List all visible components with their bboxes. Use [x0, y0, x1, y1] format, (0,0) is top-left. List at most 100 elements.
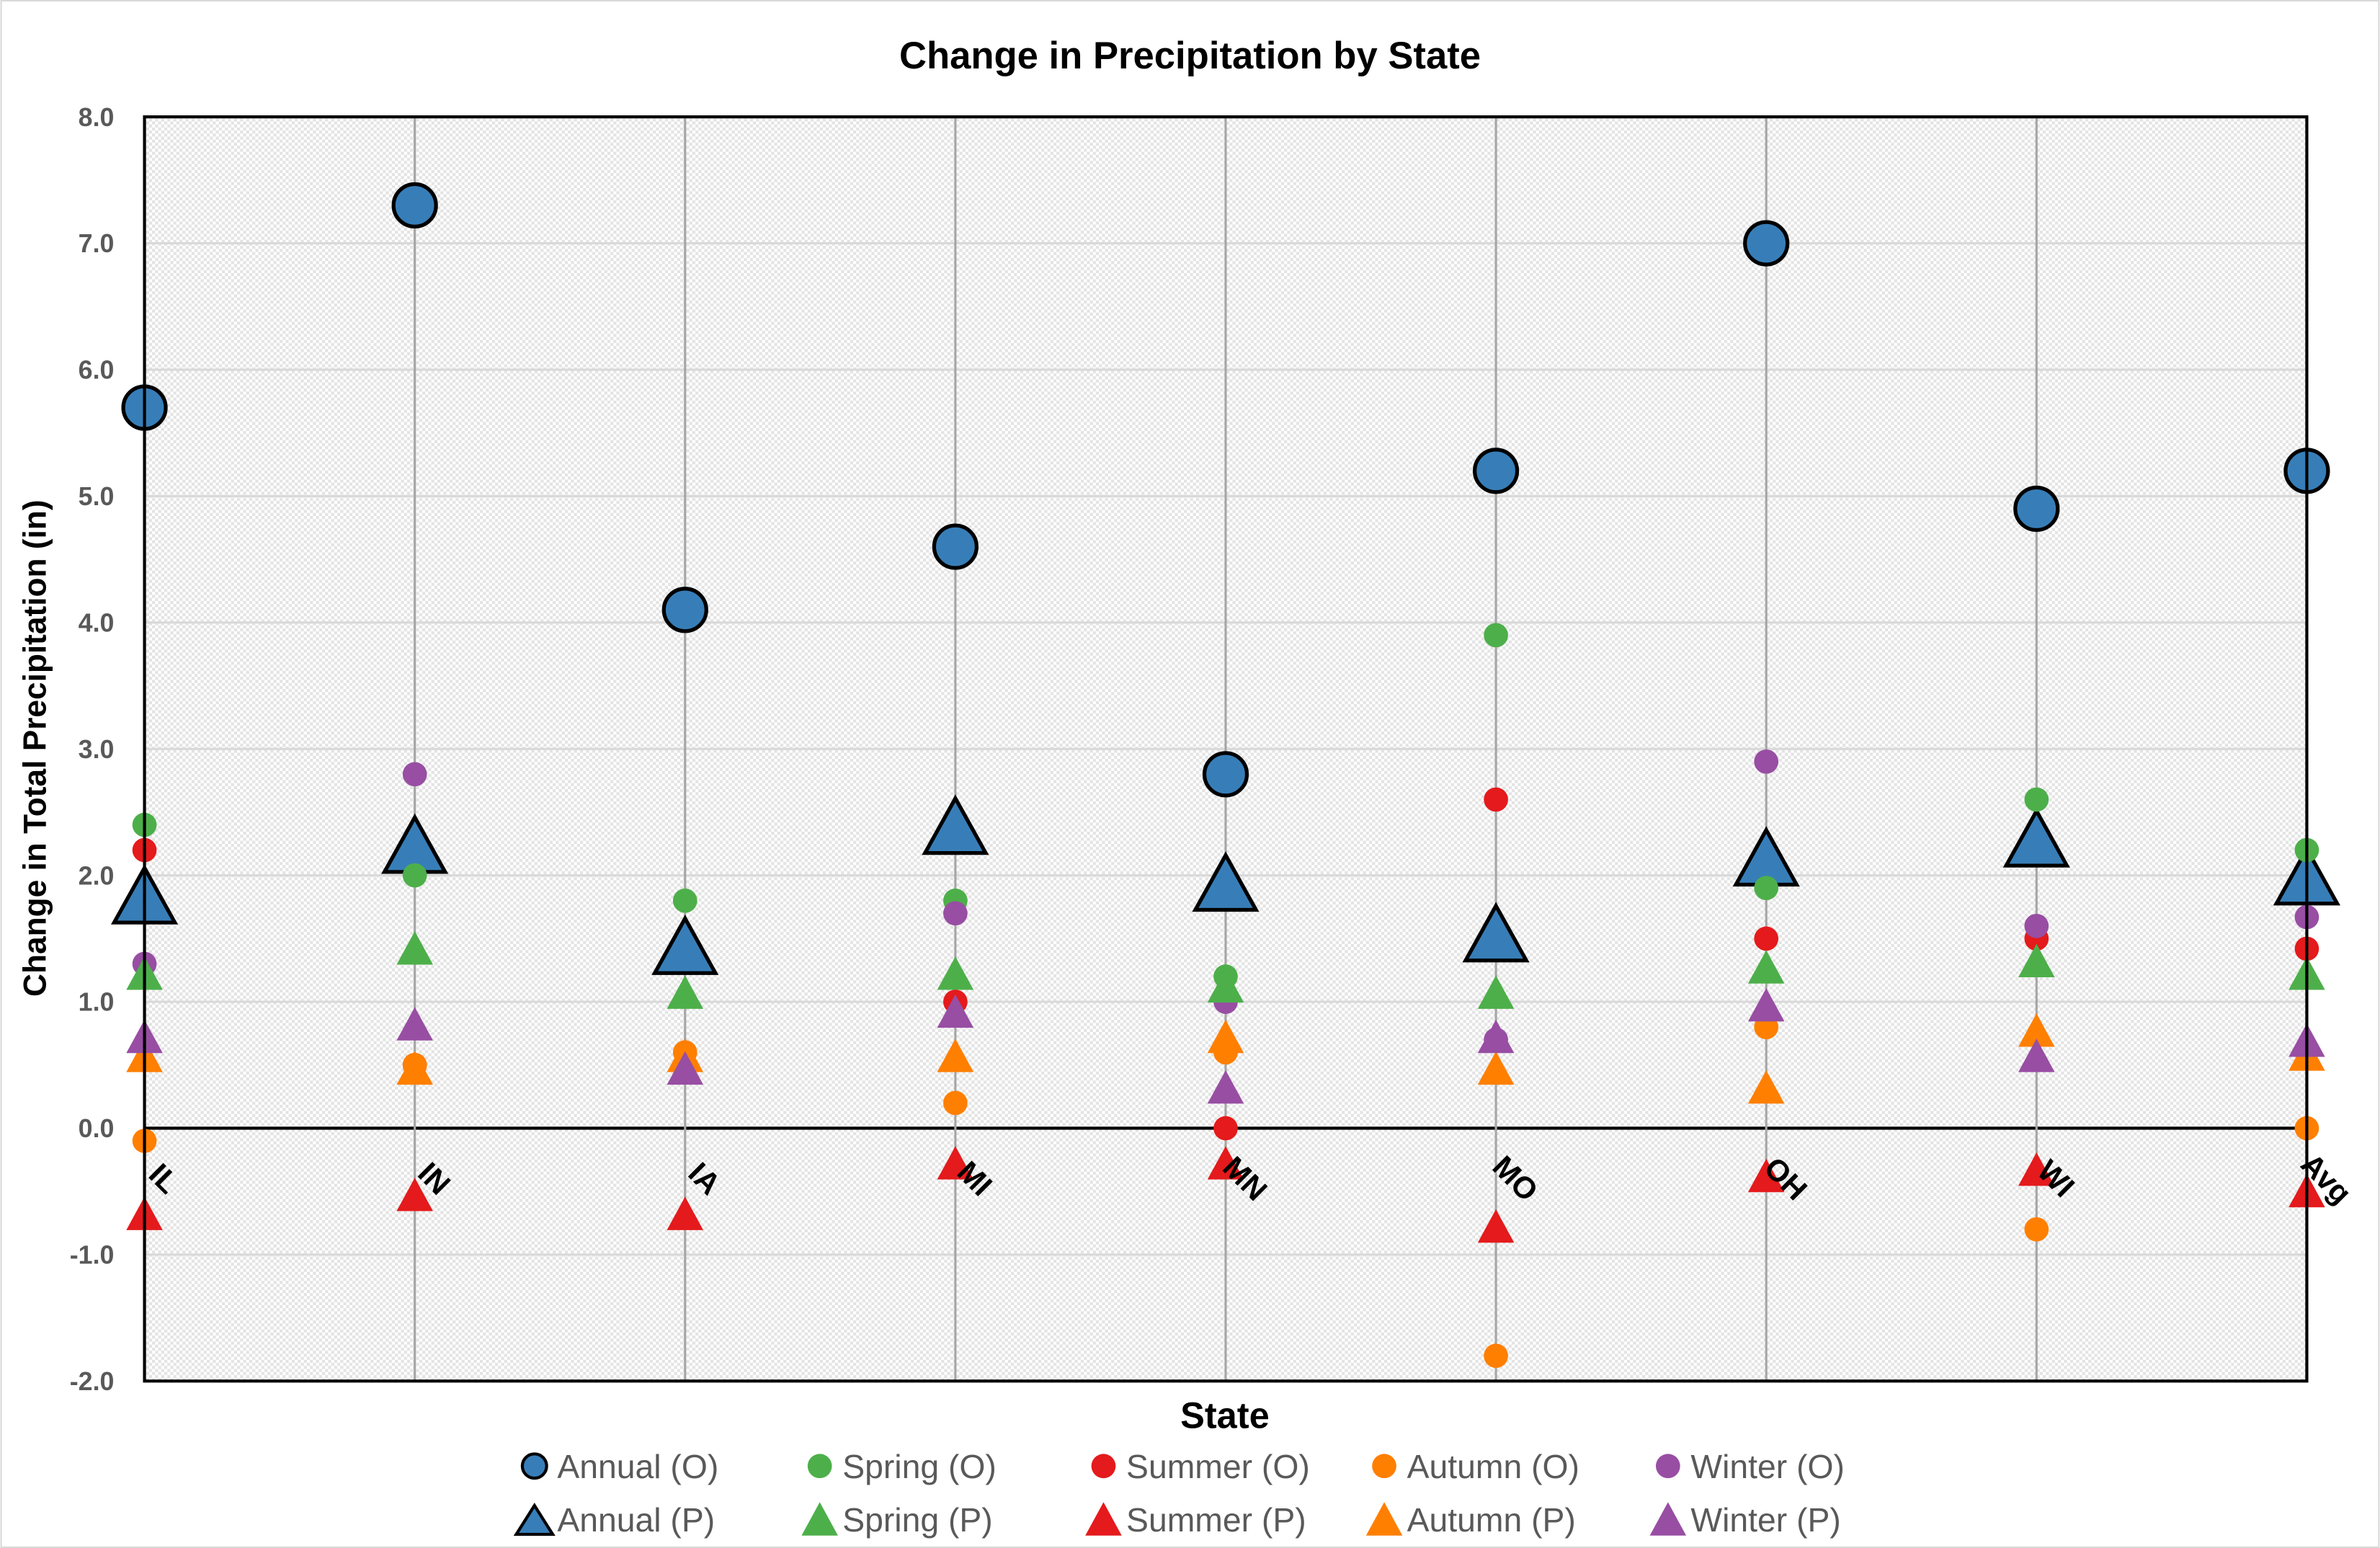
x-axis-label: State [1180, 1395, 1270, 1436]
y-tick-label: 6.0 [79, 356, 115, 385]
autumn-o-legend-marker [1372, 1454, 1396, 1479]
winter-p-point [1207, 1070, 1244, 1104]
spring-p-point [1747, 950, 1785, 984]
autumn-o-point [2024, 1217, 2049, 1242]
summer-p-point [937, 1146, 974, 1180]
spring-p-point [937, 956, 974, 990]
y-tick-label: 4.0 [79, 608, 115, 637]
annual-p-point [1462, 902, 1530, 963]
winter-p-point [937, 994, 974, 1028]
legend-item-annual-o: Annual (O) [520, 1448, 718, 1485]
legend-item-autumn-p: Autumn (P) [1365, 1501, 1576, 1539]
summer-o-point [1754, 926, 1779, 951]
legend-label: Autumn (O) [1407, 1448, 1579, 1485]
summer-p-point [396, 1178, 433, 1211]
legend-label: Autumn (P) [1407, 1501, 1576, 1539]
annual-o-legend-marker [520, 1452, 548, 1480]
spring-o-point [1484, 623, 1508, 648]
legend-item-spring-p: Spring (P) [801, 1501, 993, 1539]
y-tick-label: 0.0 [79, 1114, 115, 1143]
winter-o-point [1754, 749, 1779, 774]
autumn-p-point [1207, 1019, 1244, 1054]
y-tick-label: 5.0 [79, 482, 115, 511]
legend-item-summer-p: Summer (P) [1085, 1501, 1306, 1539]
spring-o-point [1754, 876, 1779, 901]
y-tick-label: 3.0 [79, 735, 115, 764]
winter-o-point [2024, 913, 2049, 938]
winter-p-point [667, 1051, 704, 1085]
legend-label: Winter (O) [1690, 1448, 1845, 1485]
plot-frame [143, 115, 2309, 1383]
legend-item-winter-p: Winter (P) [1649, 1501, 1841, 1539]
spring-p-point [1207, 969, 1244, 1003]
winter-o-point [943, 901, 968, 926]
legend-label: Winter (P) [1690, 1501, 1840, 1539]
y-tick-label: -1.0 [70, 1241, 115, 1270]
spring-p-point [667, 975, 704, 1009]
autumn-o-point [943, 1090, 968, 1116]
legend-label: Annual (O) [557, 1448, 718, 1485]
annual-o-point [932, 523, 979, 570]
autumn-p-point [1477, 1051, 1515, 1085]
legend-item-winter-o: Winter (O) [1656, 1448, 1845, 1485]
spring-p-legend-marker [801, 1502, 838, 1536]
winter-p-point [1747, 988, 1785, 1022]
autumn-p-point [937, 1038, 974, 1072]
summer-p-point [1747, 1158, 1785, 1193]
winter-p-point [2018, 1038, 2055, 1072]
legend-item-autumn-o: Autumn (O) [1372, 1448, 1579, 1485]
legend-item-annual-p: Annual (P) [513, 1501, 715, 1539]
spring-p-point [1477, 975, 1515, 1009]
annual-p-point [2002, 806, 2070, 868]
y-tick-label: 1.0 [79, 988, 115, 1017]
legend-label: Spring (P) [842, 1501, 992, 1539]
annual-p-point [651, 915, 719, 975]
summer-p-legend-marker [1085, 1502, 1122, 1536]
spring-o-point [672, 888, 697, 913]
legend-label: Annual (P) [557, 1501, 715, 1539]
autumn-o-point [1484, 1343, 1508, 1369]
summer-o-legend-marker [1091, 1454, 1116, 1479]
annual-o-point [391, 182, 438, 229]
autumn-p-legend-marker [1365, 1502, 1403, 1536]
spring-o-point [2024, 787, 2049, 812]
spring-o-point [402, 863, 427, 888]
annual-o-point [661, 587, 708, 633]
y-tick-label: -2.0 [70, 1367, 115, 1396]
annual-p-point [1192, 851, 1260, 912]
winter-o-point [402, 762, 427, 787]
summer-o-point [1484, 787, 1508, 812]
spring-o-legend-marker [807, 1454, 832, 1479]
summer-p-point [1477, 1209, 1515, 1243]
annual-p-legend-marker [513, 1503, 556, 1536]
annual-o-point [1472, 448, 1520, 494]
autumn-p-point [396, 1051, 433, 1085]
legend: Annual (O) Spring (O) Summer (O) Autumn (O)… [513, 1448, 1845, 1539]
legend-label: Spring (O) [842, 1448, 997, 1485]
chart-title: Change in Precipitation by State [899, 35, 1481, 77]
y-axis-label: Change in Total Precipitation (in) [18, 499, 53, 997]
summer-p-point [1207, 1146, 1244, 1180]
winter-p-point [396, 1007, 433, 1041]
summer-p-point [2018, 1152, 2055, 1186]
legend-item-summer-o: Summer (O) [1091, 1448, 1310, 1485]
winter-o-legend-marker [1656, 1454, 1680, 1479]
winter-p-legend-marker [1649, 1502, 1687, 1536]
autumn-p-point [2018, 1013, 2055, 1047]
annual-p-point [922, 794, 989, 855]
y-tick-label: 2.0 [79, 861, 115, 890]
summer-p-point [667, 1196, 704, 1230]
winter-p-point [1477, 1019, 1515, 1054]
legend-item-spring-o: Spring (O) [807, 1448, 997, 1485]
y-tick-label: 8.0 [79, 103, 115, 132]
annual-o-point [1202, 751, 1249, 798]
spring-p-point [2018, 943, 2055, 977]
legend-label: Summer (P) [1126, 1501, 1306, 1539]
autumn-p-point [1747, 1070, 1785, 1104]
spring-p-point [396, 931, 433, 965]
annual-o-point [2013, 485, 2060, 533]
annual-o-point [1743, 220, 1790, 267]
summer-o-point [1213, 1116, 1238, 1141]
legend-label: Summer (O) [1126, 1448, 1310, 1485]
